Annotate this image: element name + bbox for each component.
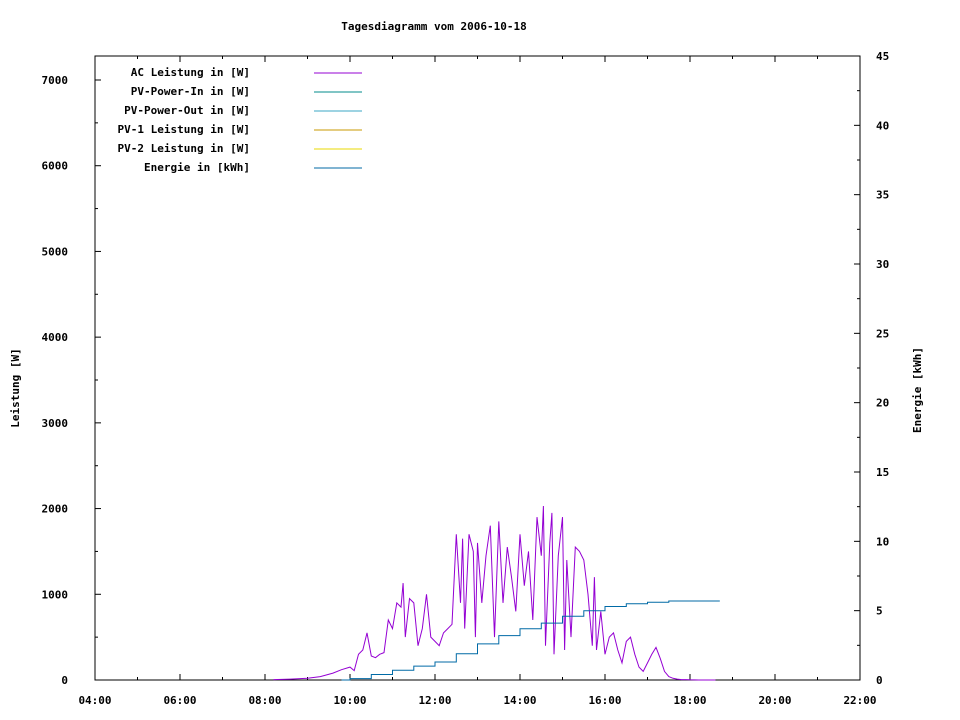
- legend: AC Leistung in [W] PV-Power-In in [W] PV-P…: [118, 66, 362, 174]
- x-tick-label: 10:00: [333, 694, 366, 707]
- y2-tick-label: 5: [876, 605, 883, 618]
- x-tick-label: 04:00: [78, 694, 111, 707]
- y-tick-label: 0: [61, 674, 68, 687]
- legend-label: PV-1 Leistung in [W]: [118, 123, 250, 136]
- legend-label: PV-2 Leistung in [W]: [118, 142, 250, 155]
- x-tick-label: 08:00: [248, 694, 281, 707]
- x-tick-label: 18:00: [673, 694, 706, 707]
- series-line: [341, 600, 720, 681]
- series-layer: [273, 505, 720, 681]
- x-tick-label: 20:00: [758, 694, 791, 707]
- y2-axis-label: Energie [kWh]: [911, 347, 924, 433]
- y2-tick-label: 25: [876, 327, 889, 340]
- y2-tick-label: 20: [876, 397, 889, 410]
- y-tick-label: 2000: [42, 503, 69, 516]
- y-tick-label: 1000: [42, 588, 69, 601]
- y-axis-label: Leistung [W]: [9, 348, 22, 427]
- x-tick-label: 06:00: [163, 694, 196, 707]
- x-tick-label: 22:00: [843, 694, 876, 707]
- y2-tick-label: 45: [876, 50, 889, 63]
- x-tick-label: 14:00: [503, 694, 536, 707]
- y-tick-label: 3000: [42, 417, 69, 430]
- y2-tick-label: 40: [876, 119, 889, 132]
- y-tick-label: 4000: [42, 331, 69, 344]
- x-tick-label: 16:00: [588, 694, 621, 707]
- chart-title: Tagesdiagramm vom 2006-10-18: [341, 20, 526, 33]
- y2-tick-label: 15: [876, 466, 889, 479]
- y2-tick-label: 10: [876, 535, 889, 548]
- y-tick-label: 7000: [42, 74, 69, 87]
- y2-tick-label: 30: [876, 258, 889, 271]
- y2-tick-label: 0: [876, 674, 883, 687]
- axes: 04:00 06:00 08:00 10:00 12:00 14:00 16:00 18:00…: [42, 50, 890, 707]
- y-tick-label: 5000: [42, 245, 69, 258]
- x-tick-label: 12:00: [418, 694, 451, 707]
- legend-label: Energie in [kWh]: [144, 161, 250, 174]
- legend-label: PV-Power-Out in [W]: [124, 104, 250, 117]
- series-line: [273, 505, 716, 681]
- legend-label: AC Leistung in [W]: [131, 66, 250, 79]
- legend-label: PV-Power-In in [W]: [131, 85, 250, 98]
- y2-tick-label: 35: [876, 189, 889, 202]
- y-tick-label: 6000: [42, 160, 69, 173]
